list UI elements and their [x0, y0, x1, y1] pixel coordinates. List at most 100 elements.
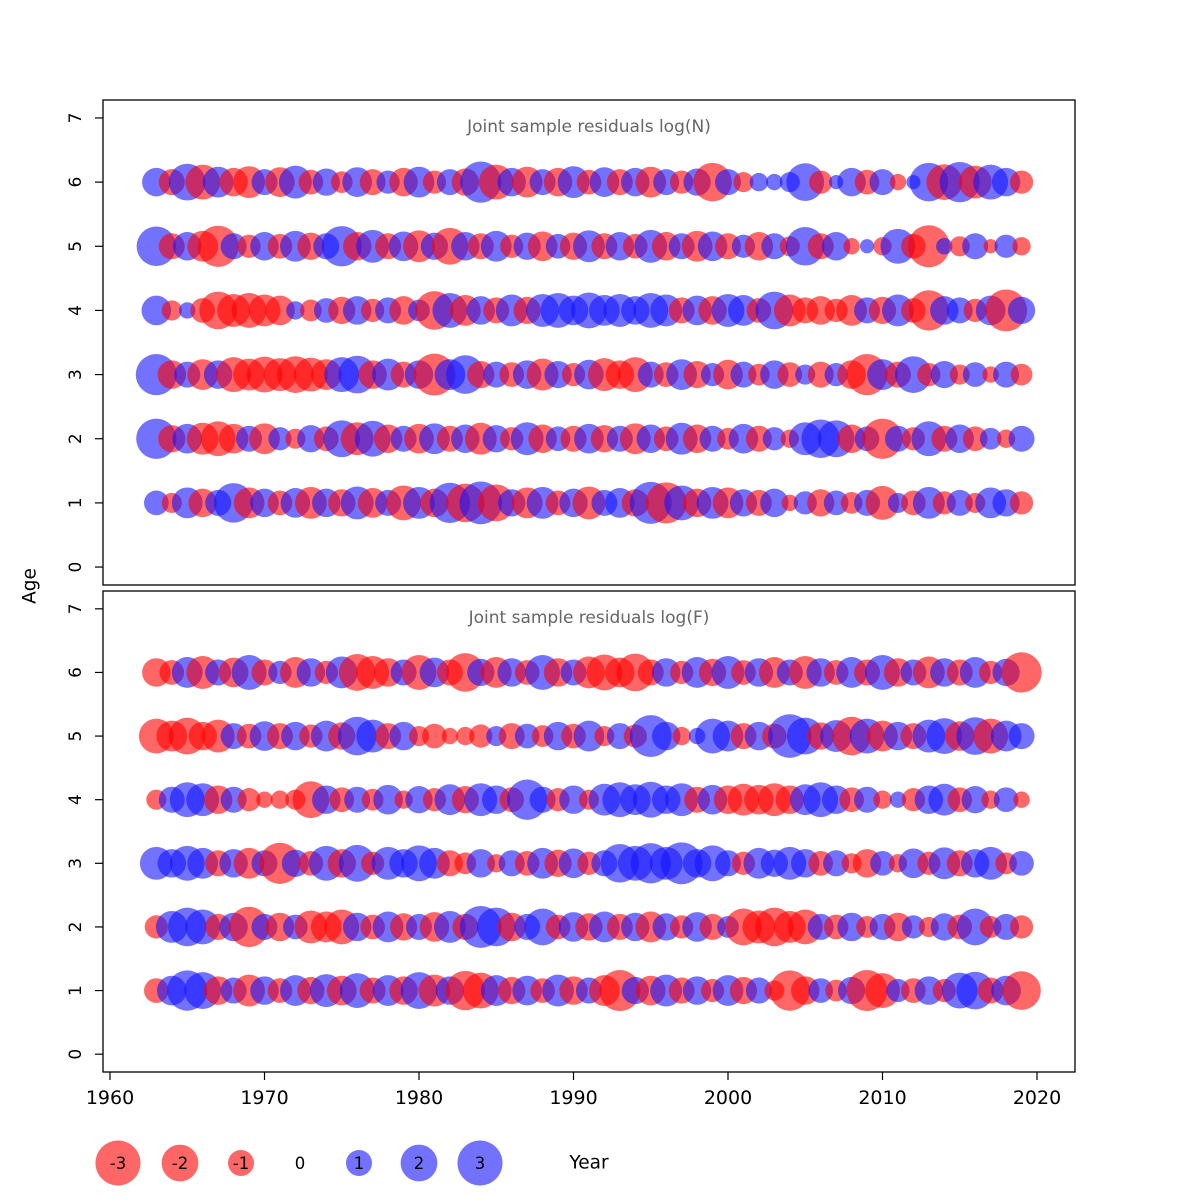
legend-bubble: [400, 1144, 438, 1182]
residual-bubble: [1013, 791, 1030, 808]
residual-bubble: [1008, 425, 1035, 452]
residual-bubble: [237, 788, 261, 812]
residual-bubble: [422, 723, 447, 749]
y-axis-title: Age: [19, 568, 41, 604]
legend-label: 0: [295, 1154, 306, 1173]
y-tick-label: 3: [66, 858, 86, 869]
residual-bubble: [699, 425, 726, 452]
residual-bubble: [161, 300, 182, 321]
legend-bubble: [161, 1144, 199, 1182]
residual-bubble: [573, 720, 605, 752]
residual-bubble: [344, 786, 371, 813]
residual-bubble: [907, 225, 950, 268]
legend-bubble: [95, 1140, 141, 1186]
legend-label: -3: [110, 1154, 126, 1173]
residual-bubble: [873, 790, 892, 809]
residual-bubble: [1009, 170, 1034, 194]
residual-bubble: [837, 912, 866, 942]
legend-label: 3: [475, 1154, 486, 1173]
y-tick-label: 0: [66, 1049, 86, 1060]
residual-bubble: [256, 791, 273, 808]
panel-border: [102, 590, 1076, 1073]
y-tick-label: 3: [66, 369, 86, 380]
y-tick-label: 7: [66, 113, 86, 124]
residual-bubble: [733, 172, 754, 193]
residual-bubble: [993, 361, 1020, 388]
x-tick-label: 1970: [240, 1087, 288, 1109]
residual-bubble: [312, 168, 340, 196]
residual-bubble: [373, 784, 403, 815]
residual-bubble: [993, 787, 1019, 813]
y-tick-label: 5: [66, 241, 86, 252]
residual-bubble: [389, 721, 418, 751]
x-tick-label: 2020: [1013, 1087, 1061, 1109]
y-tick-label: 1: [66, 497, 86, 508]
residual-bubble: [859, 239, 875, 254]
residual-bubble: [389, 296, 418, 325]
residual-bubble: [1008, 723, 1035, 750]
legend-label: -1: [233, 1154, 249, 1173]
y-tick-label: 2: [66, 922, 86, 933]
y-tick-label: 7: [66, 603, 86, 614]
residual-bubble: [270, 790, 290, 809]
residual-bubble: [1001, 652, 1042, 693]
residual-bubble: [823, 850, 850, 877]
residual-bubble: [974, 846, 1008, 880]
residual-bubble: [962, 426, 988, 452]
residual-bubble: [749, 172, 769, 192]
residual-bubble: [865, 485, 900, 520]
residual-bubble: [808, 978, 834, 1003]
residual-bubble: [268, 427, 292, 451]
x-tick-label: 1990: [549, 1087, 597, 1109]
residual-bubble: [843, 238, 860, 255]
x-axis-title: Year: [569, 1152, 609, 1174]
residual-bubble: [961, 786, 989, 814]
residual-bubble: [821, 232, 851, 261]
residual-bubble: [286, 301, 305, 320]
residual-bubble: [761, 233, 788, 260]
y-tick-label: 4: [66, 305, 86, 316]
y-tick-label: 6: [66, 667, 86, 678]
residual-bubble: [930, 360, 958, 389]
residual-bubble: [469, 724, 493, 748]
residual-bubble: [441, 727, 459, 745]
residual-bubble: [514, 723, 540, 749]
residual-bubble: [715, 169, 741, 196]
x-tick-label: 1960: [86, 1087, 134, 1109]
panel-title-log-n: Joint sample residuals log(N): [467, 117, 711, 137]
y-tick-label: 4: [66, 794, 86, 805]
legend-label: 1: [354, 1154, 365, 1173]
residual-bubble: [889, 791, 907, 808]
residual-bubble: [672, 726, 691, 746]
y-tick-label: 0: [66, 562, 86, 573]
y-tick-label: 6: [66, 177, 86, 188]
x-tick-label: 2010: [858, 1087, 906, 1109]
residual-bubble: [1009, 915, 1034, 939]
residual-bubble: [936, 238, 953, 255]
residual-bubble: [1002, 971, 1041, 1010]
residual-bubble: [777, 362, 803, 387]
x-tick-label: 2000: [704, 1087, 752, 1109]
residual-bubble: [946, 489, 973, 516]
residual-bubble: [265, 295, 295, 326]
residual-bubble: [730, 361, 757, 388]
y-tick-label: 1: [66, 985, 86, 996]
residual-bubble: [466, 849, 496, 878]
residual-bubble: [699, 913, 726, 940]
residual-bubble: [141, 295, 172, 326]
panel-border: [102, 99, 1076, 586]
residual-bubble: [559, 785, 588, 814]
residual-bubble: [745, 977, 772, 1004]
residual-bubble: [901, 915, 926, 939]
residual-bubble: [1009, 491, 1034, 515]
residual-bubble: [962, 362, 988, 387]
residual-bubble: [994, 234, 1018, 258]
legend-label: 2: [414, 1154, 425, 1173]
legend-bubble: [228, 1150, 254, 1176]
residual-bubble: [823, 490, 849, 516]
residual-bubble: [889, 173, 907, 191]
residual-bubble: [956, 908, 994, 946]
residual-bubble: [144, 490, 169, 516]
